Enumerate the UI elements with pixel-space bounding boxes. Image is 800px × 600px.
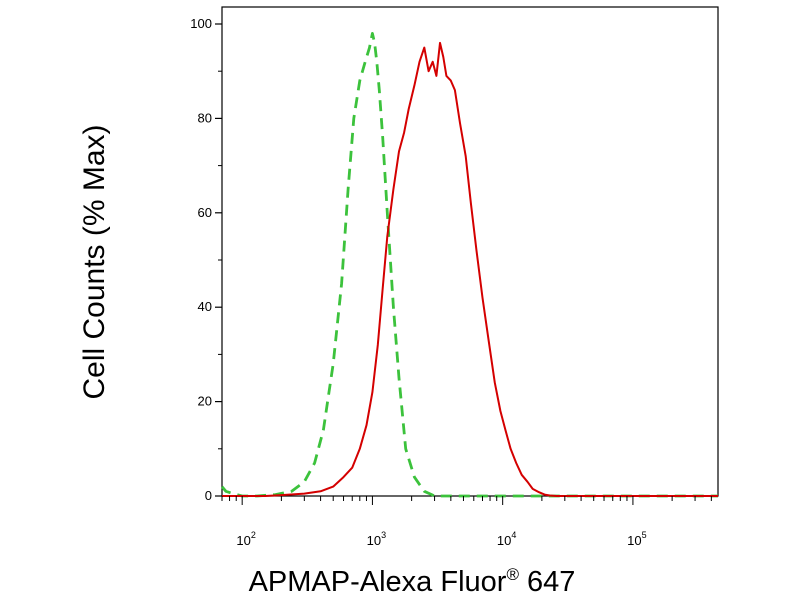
x-axis-title-superscript: ® <box>506 565 519 584</box>
plot-frame <box>221 6 719 497</box>
x-axis-title-main: APMAP-Alexa Fluor <box>249 566 507 598</box>
x-tick-label-exponent: 2 <box>251 530 256 540</box>
y-axis: 0 20 40 60 80 100 <box>190 16 222 503</box>
x-tick-label: 104 <box>497 530 516 548</box>
x-axis-title-suffix: 647 <box>519 566 575 598</box>
x-tick-label-base: 10 <box>497 533 511 548</box>
sample-series-line <box>222 41 718 497</box>
y-tick-label: 60 <box>198 205 212 220</box>
x-tick-label-exponent: 3 <box>381 530 386 540</box>
y-tick-label: 80 <box>198 110 212 125</box>
y-axis-title: Cell Counts (% Max) <box>78 124 111 399</box>
x-tick-label: 102 <box>236 530 255 548</box>
x-axis-title: APMAP-Alexa Fluor® 647 <box>249 565 576 598</box>
x-tick-label-base: 10 <box>367 533 381 548</box>
x-tick-label: 105 <box>627 530 646 548</box>
x-tick-label-exponent: 5 <box>642 530 647 540</box>
y-tick-label: 40 <box>198 299 212 314</box>
x-axis: 102 103 104 105 <box>221 496 712 548</box>
y-tick-label: 0 <box>205 488 212 503</box>
y-tick-label: 20 <box>198 394 212 409</box>
x-tick-label: 103 <box>367 530 386 548</box>
x-tick-label-base: 10 <box>627 533 641 548</box>
x-tick-label-exponent: 4 <box>511 530 516 540</box>
x-tick-label-base: 10 <box>236 533 250 548</box>
series-layer <box>220 32 718 498</box>
y-tick-label: 100 <box>190 16 212 31</box>
plot-area <box>220 6 719 498</box>
control-series-line <box>220 32 718 498</box>
